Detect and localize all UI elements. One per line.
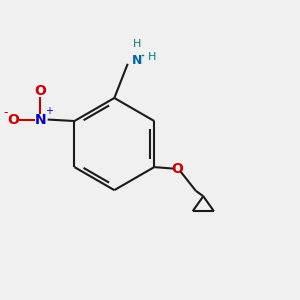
Text: O: O [8, 112, 20, 127]
Text: N: N [34, 112, 46, 127]
Text: N: N [131, 54, 142, 67]
Text: H: H [148, 52, 156, 62]
Text: O: O [34, 84, 46, 98]
Text: +: + [45, 106, 52, 116]
Text: O: O [172, 162, 183, 176]
Text: -: - [3, 106, 8, 118]
Text: H: H [132, 40, 141, 50]
